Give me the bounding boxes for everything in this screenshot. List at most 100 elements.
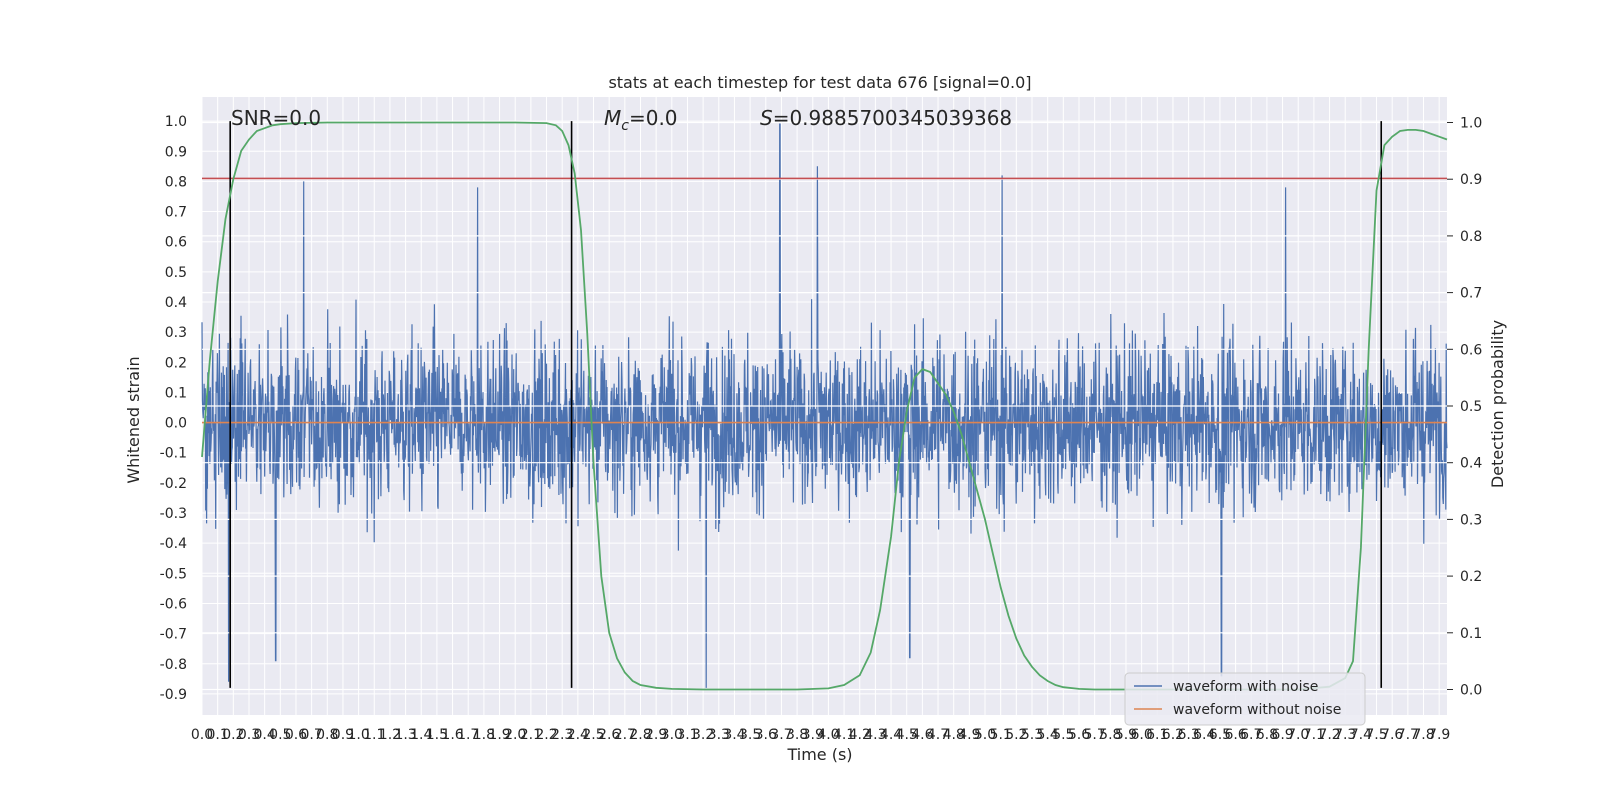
- y-tick-label: -0.9: [160, 687, 187, 703]
- x-tick-label: 5.2: [1005, 727, 1027, 743]
- x-tick-label: 7.5: [1365, 727, 1387, 743]
- x-tick-label: 1.2: [379, 727, 401, 743]
- x-tick-label: 6.1: [1146, 727, 1168, 743]
- x-tick-label: 7.2: [1318, 727, 1340, 743]
- x-tick-label: 3.5: [739, 727, 761, 743]
- legend-box: [1124, 672, 1366, 726]
- x-tick-label: 1.9: [488, 727, 510, 743]
- y-tick-label: 0.8: [165, 174, 187, 190]
- x-tick-label: 7.9: [1428, 727, 1450, 743]
- s-symbol: S: [760, 106, 773, 130]
- x-tick-label: 3.9: [802, 727, 824, 743]
- x-tick-label: 4.3: [864, 727, 886, 743]
- x-axis-label: Time (s): [786, 745, 852, 764]
- s-value: =0.9885700345039368: [773, 106, 1012, 130]
- x-tick-label: 0.8: [316, 727, 338, 743]
- x-tick-label: 6.4: [1193, 727, 1215, 743]
- x-tick-label: 2.3: [551, 727, 573, 743]
- x-tick-label: 3.6: [755, 727, 777, 743]
- y-tick-label: -0.1: [160, 446, 187, 462]
- x-tick-label: 7.4: [1350, 727, 1372, 743]
- x-tick-label: 5.6: [1068, 727, 1090, 743]
- right-y-tick-label: 0.8: [1460, 229, 1482, 245]
- x-tick-label: 2.4: [567, 727, 589, 743]
- x-tick-label: 0.1: [207, 727, 229, 743]
- right-y-tick-label: 0.5: [1460, 399, 1482, 415]
- waveform-with-noise-series: [201, 121, 1448, 691]
- x-tick-label: 4.4: [880, 727, 902, 743]
- snr-annotation: SNR=0.0: [231, 106, 321, 130]
- right-y-tick-label: 0.9: [1460, 172, 1482, 188]
- chirp-mass-symbol: M: [604, 106, 621, 130]
- right-y-axis-ticks: 1.0 0.9 0.8 0.7 0.6 0.5 0.4 0.3 0.2 0.1 0.0: [1447, 116, 1482, 698]
- chirp-mass-annotation: Mc=0.0: [604, 106, 678, 134]
- x-tick-label: 3.7: [770, 727, 792, 743]
- x-tick-label: 2.9: [645, 727, 667, 743]
- x-tick-label: 1.3: [394, 727, 416, 743]
- x-tick-label: 1.0: [347, 727, 369, 743]
- y-tick-label: 0.7: [165, 205, 187, 221]
- x-tick-label: 2.5: [582, 727, 604, 743]
- right-y-tick-label: 0.4: [1460, 456, 1482, 472]
- y-tick-label: 1.0: [165, 114, 187, 130]
- x-tick-label: 4.6: [911, 727, 933, 743]
- x-tick-label: 6.2: [1162, 727, 1184, 743]
- x-tick-label: 3.3: [708, 727, 730, 743]
- x-tick-label: 0.2: [222, 727, 244, 743]
- x-tick-label: 2.0: [504, 727, 526, 743]
- legend-clean-label: waveform without noise: [1173, 702, 1341, 718]
- x-tick-label: 4.5: [896, 727, 918, 743]
- x-tick-label: 0.0: [191, 727, 213, 743]
- x-tick-label: 7.1: [1303, 727, 1325, 743]
- x-tick-label: 1.5: [426, 727, 448, 743]
- x-tick-label: 3.0: [661, 727, 683, 743]
- x-tick-label: 1.8: [473, 727, 495, 743]
- y-tick-label: 0.6: [165, 235, 187, 251]
- x-tick-label: 4.8: [943, 727, 965, 743]
- x-tick-label: 4.1: [833, 727, 855, 743]
- x-tick-label: 6.3: [1177, 727, 1199, 743]
- x-tick-label: 6.8: [1256, 727, 1278, 743]
- y-axis-label: Whitened strain: [124, 356, 143, 483]
- y-tick-label: -0.3: [160, 506, 187, 522]
- y-tick-label: 0.9: [165, 144, 187, 160]
- x-tick-label: 5.7: [1084, 727, 1106, 743]
- x-tick-label: 6.9: [1271, 727, 1293, 743]
- x-tick-label: 6.6: [1224, 727, 1246, 743]
- right-y-axis-label: Detection probability: [1488, 320, 1507, 488]
- x-tick-label: 4.2: [849, 727, 871, 743]
- x-tick-label: 1.6: [441, 727, 463, 743]
- x-tick-label: 7.6: [1381, 727, 1403, 743]
- x-tick-label: 3.4: [723, 727, 745, 743]
- y-tick-label: 0.3: [165, 325, 187, 341]
- x-tick-label: 7.7: [1397, 727, 1419, 743]
- right-y-tick-label: 0.1: [1460, 626, 1482, 642]
- x-tick-label: 5.4: [1037, 727, 1059, 743]
- vertical-markers: [229, 121, 1383, 688]
- x-tick-label: 3.1: [676, 727, 698, 743]
- y-tick-label: 0.4: [165, 295, 187, 311]
- x-tick-label: 4.9: [958, 727, 980, 743]
- y-tick-label: 0.0: [165, 416, 187, 432]
- x-tick-label: 1.4: [410, 727, 432, 743]
- x-tick-label: 1.7: [457, 727, 479, 743]
- chirp-mass-subscript: c: [621, 118, 629, 134]
- chirp-mass-value: =0.0: [629, 106, 678, 130]
- x-tick-label: 6.7: [1240, 727, 1262, 743]
- x-tick-label: 0.7: [300, 727, 322, 743]
- y-tick-label: -0.2: [160, 476, 187, 492]
- right-y-tick-label: 0.0: [1460, 682, 1482, 698]
- chart-title: stats at each timestep for test data 676…: [608, 73, 1031, 92]
- x-tick-label: 2.6: [598, 727, 620, 743]
- x-tick-label: 7.0: [1287, 727, 1309, 743]
- x-tick-label: 7.3: [1334, 727, 1356, 743]
- x-tick-label: 0.5: [269, 727, 291, 743]
- x-tick-label: 3.2: [692, 727, 714, 743]
- s-annotation: S=0.9885700345039368: [760, 106, 1012, 130]
- x-tick-label: 4.0: [817, 727, 839, 743]
- right-y-tick-label: 0.6: [1460, 342, 1482, 358]
- x-tick-label: 5.0: [974, 727, 996, 743]
- x-tick-label: 6.5: [1209, 727, 1231, 743]
- y-tick-label: 0.5: [165, 265, 187, 281]
